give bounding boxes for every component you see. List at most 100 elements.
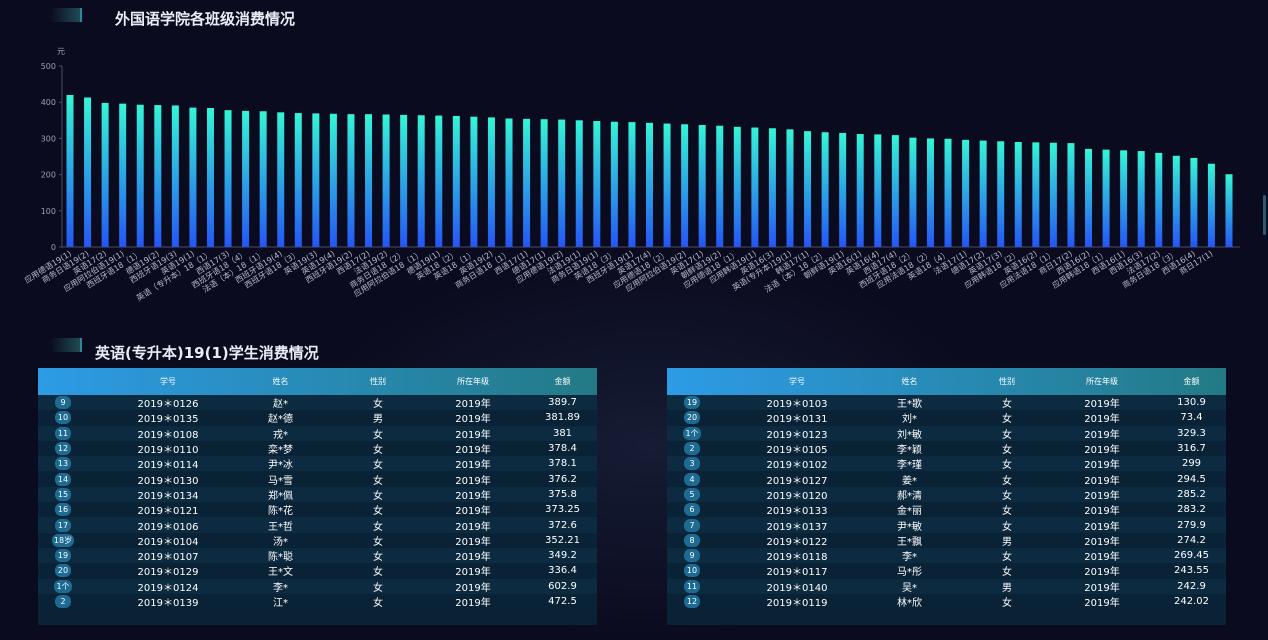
bar [101, 102, 109, 247]
rank-badge: 9 [55, 396, 71, 410]
table-row[interactable]: 20 2019＊0131 刘* 女 2019年 73.4 [667, 410, 1226, 425]
table-row[interactable]: 12 2019＊0119 林*欣 女 2019年 242.02 [667, 594, 1226, 609]
table-cell: 女 [1002, 445, 1012, 457]
rank-badge: 13 [55, 457, 71, 471]
table-row[interactable]: 14 2019＊0130 马*雪 女 2019年 376.2 [38, 471, 597, 487]
table-cell: 林*欣 [897, 598, 922, 609]
table-row[interactable]: 9 2019＊0126 赵* 女 2019年 389.7 [38, 395, 597, 411]
y-axis-unit: 元 [57, 47, 65, 56]
table-cell: 2019年 [1084, 490, 1120, 502]
bar [962, 139, 970, 247]
table-row[interactable]: 1个 2019＊0123 刘*敏 女 2019年 329.3 [667, 425, 1226, 441]
bar [1049, 142, 1057, 247]
table-row[interactable]: 7 2019＊0137 尹*敏 女 2019年 279.9 [667, 517, 1226, 533]
table-cell: 329.3 [1177, 427, 1206, 439]
table-cell: 2019年 [1084, 521, 1120, 533]
table-cell: 女 [1002, 598, 1012, 609]
table-row[interactable]: 2 2019＊0139 江* 女 2019年 472.5 [38, 594, 597, 609]
table-cell: 2019＊0124 [137, 582, 199, 594]
student-table-right: 学号 姓名 性别 所在年级 金额 19 2019＊0103 王*歌女 2019年 130.9 20 2… [667, 368, 1226, 625]
table-cell: 243.55 [1174, 565, 1209, 577]
table-row[interactable]: 8 2019＊0122 王*飘 男 2019年 274.2 [667, 533, 1226, 548]
table-row[interactable]: 12 2019＊0110 栾*梦 女 2019年 378.4 [38, 441, 597, 456]
bar [839, 132, 847, 247]
column-header: 性别 [999, 377, 1015, 386]
table-cell: 2019＊0117 [766, 567, 828, 579]
table-row[interactable]: 4 2019＊0127 姜* 女 2019年 294.5 [667, 471, 1226, 487]
rank-badge: 15 [55, 487, 71, 501]
table-cell: 2019＊0122 [766, 536, 828, 548]
section-decoration [50, 338, 82, 352]
table-row[interactable]: 10 2019＊0117 马*彤 女 2019年 243.55 [667, 563, 1226, 578]
bar [347, 114, 355, 248]
table-cell: 栾*梦 [268, 445, 293, 457]
bar [66, 94, 74, 248]
table-cell: 2019＊0102 [766, 460, 828, 472]
table-row[interactable]: 11 2019＊0108 戎* 女 2019年 381 [38, 425, 597, 441]
table-cell: 尹*冰 [268, 460, 293, 472]
table-cell: 352.21 [545, 534, 580, 546]
table-row[interactable]: 15 2019＊0134 郑*佩 女 2019年 375.8 [38, 486, 597, 503]
bar [628, 122, 636, 247]
bar [804, 131, 812, 247]
table-cell: 女 [373, 536, 383, 548]
table-cell: 女 [1002, 490, 1012, 502]
table-header: 学号 姓名 性别 所在年级 金额 [38, 368, 597, 395]
bar [768, 128, 776, 247]
table-cell: 2019＊0110 [137, 445, 199, 457]
table-row[interactable]: 18岁 2019＊0104 汤* 女 2019年 352.21 [38, 533, 597, 548]
bar [909, 137, 917, 247]
table-cell: 吴* [902, 582, 917, 594]
table-cell: 2019＊0121 [137, 506, 199, 518]
column-header: 学号 [789, 377, 805, 386]
bar [926, 138, 934, 247]
table-cell: 336.4 [548, 565, 577, 577]
table-row[interactable]: 6 2019＊0133 金*丽 女 2019年 283.2 [667, 502, 1226, 517]
bar [558, 119, 566, 247]
column-header: 姓名 [272, 377, 289, 386]
rank-badge: 16 [55, 503, 71, 517]
student-table-left: 学号 姓名 性别 所在年级 金额 9 2019＊0126 赵* 女 2019年 389.7 10 201… [38, 368, 597, 625]
table-cell: 2019＊0131 [766, 414, 828, 426]
table-row[interactable]: 19 2019＊0107 陈*聪 女 2019年 349.2 [38, 547, 597, 564]
table-cell: 2019年 [1084, 399, 1120, 411]
table-cell: 2019年 [1084, 598, 1120, 609]
table-row[interactable]: 2 2019＊0105 李*颖 女 2019年 316.7 [667, 441, 1226, 456]
table-cell: 73.4 [1180, 412, 1203, 424]
table-cell: 2019年 [455, 399, 491, 411]
column-header: 姓名 [901, 377, 918, 386]
table-cell: 女 [1002, 475, 1012, 487]
table-row[interactable]: 11 2019＊0140 吴* 男 2019年 242.9 [667, 578, 1226, 594]
table-cell: 2019＊0126 [137, 399, 199, 411]
table-cell: 2019年 [1084, 460, 1120, 472]
table-cell: 2019年 [455, 490, 491, 502]
rank-badge: 14 [55, 472, 71, 486]
rank-badge: 1个 [683, 426, 701, 440]
table-cell: 女 [1002, 399, 1012, 411]
table-cell: 279.9 [1177, 519, 1206, 531]
table-row[interactable]: 19 2019＊0103 王*歌 女 2019年 130.9 [667, 395, 1226, 411]
bar [610, 121, 618, 247]
table-row[interactable]: 16 2019＊0121 陈*花 女 2019年 373.25 [38, 502, 597, 517]
table-row[interactable]: 3 2019＊0102 李*瑾 女 2019年 299 [667, 456, 1226, 472]
rank-badge: 11 [55, 426, 71, 440]
bar [294, 113, 302, 247]
table-cell: 女 [1002, 414, 1012, 426]
table-row[interactable]: 1个 2019＊0124 李* 女 2019年 602.9 [38, 578, 597, 594]
page-scrollbar[interactable] [1263, 195, 1266, 235]
bar [487, 117, 495, 248]
table-row[interactable]: 17 2019＊0106 王*哲 女 2019年 372.6 [38, 517, 597, 533]
rank-badge: 2 [55, 595, 71, 608]
table-cell: 376.2 [548, 473, 577, 485]
table-cell: 女 [373, 552, 383, 564]
table-cell: 李*颖 [897, 445, 922, 457]
table-row[interactable]: 10 2019＊0135 赵*德 男 2019年 381.89 [38, 410, 597, 425]
table-cell: 349.2 [548, 550, 577, 562]
table-cell: 2019年 [455, 567, 491, 579]
table-row[interactable]: 9 2019＊0118 李* 女 2019年 269.45 [667, 547, 1226, 564]
rank-badge: 6 [684, 503, 700, 517]
table-row[interactable]: 5 2019＊0120 郝*清 女 2019年 285.2 [667, 486, 1226, 503]
table-row[interactable]: 20 2019＊0129 王*文 女 2019年 336.4 [38, 563, 597, 578]
bar [206, 107, 214, 247]
table-row[interactable]: 13 2019＊0114 尹*冰 女 2019年 378.1 [38, 456, 597, 472]
